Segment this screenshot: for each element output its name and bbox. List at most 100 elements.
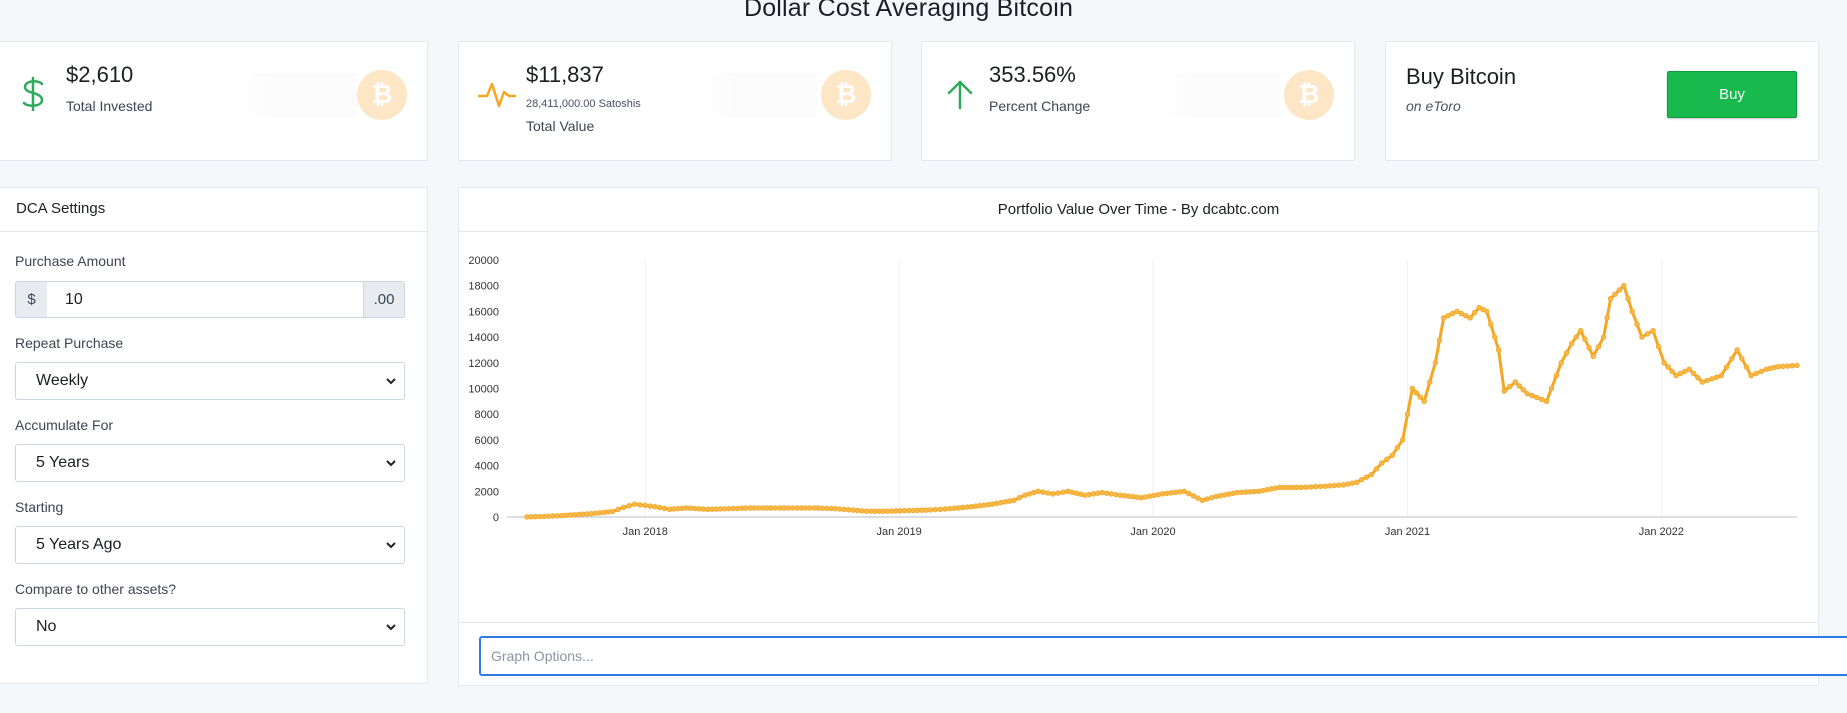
x-tick-label: Jan 2019 [876,526,921,538]
currency-addon: $ [15,281,48,318]
data-point [1155,491,1162,498]
data-point [1616,287,1623,293]
data-point [1368,471,1375,478]
arrow-up-icon [947,80,973,110]
data-point [1002,499,1008,505]
data-point [1748,372,1754,379]
data-point [1331,482,1338,489]
data-point [1345,481,1351,487]
data-point [1650,327,1656,334]
data-point [1138,495,1144,501]
y-tick-label: 2000 [475,486,499,498]
data-point [1186,490,1192,497]
data-point [1548,385,1555,392]
data-point [1669,368,1675,375]
data-point [1432,360,1439,366]
x-tick-label: Jan 2021 [1385,526,1430,538]
page-title: Dollar Cost Averaging Bitcoin [743,0,1074,22]
data-point [1665,364,1671,370]
y-tick-label: 8000 [475,409,499,421]
compare-assets-label: Compare to other assets? [15,581,177,597]
data-point [1607,295,1614,302]
accumulate-for-select[interactable]: 5 Years [15,444,405,482]
data-point [1686,366,1692,372]
decorative-fade [697,73,817,117]
data-point [1507,383,1513,390]
data-point [1558,360,1564,366]
total-invested-value: $2,610 [66,62,134,87]
data-point [1563,350,1570,356]
data-point [1600,334,1607,340]
data-point [1204,496,1210,502]
data-point [1634,321,1640,327]
data-point [1031,489,1037,496]
repeat-purchase-select[interactable]: Weekly [15,362,405,400]
data-point [1195,495,1201,501]
data-point [1313,483,1319,490]
data-point [836,506,843,512]
data-point [1336,482,1342,488]
data-point [1612,291,1618,297]
data-point [1354,479,1360,486]
data-point [1298,484,1304,491]
graph-options-placeholder: Graph Options... [491,648,594,664]
compare-assets-select[interactable]: No [15,608,405,646]
data-point [1753,370,1759,377]
purchase-amount-input[interactable]: 10 [47,281,363,318]
data-point [1181,488,1187,494]
data-point [1512,379,1519,385]
data-point [1082,492,1088,498]
data-point [1573,334,1579,340]
data-point [1394,444,1401,451]
chevron-down-icon [386,460,396,467]
data-point [1467,315,1473,321]
starting-select[interactable]: 5 Years Ago [15,526,405,564]
data-point [1590,353,1596,360]
data-point [1621,282,1627,289]
data-point [1463,312,1469,319]
data-point [1488,321,1494,327]
stat-card-total-value: $11,837 28,411,000.00 Satoshis Total Val… [458,41,892,161]
y-tick-label: 4000 [475,461,499,473]
svg-text:₿: ₿ [835,80,856,109]
data-point [1690,370,1697,377]
dca-settings-title: DCA Settings [0,188,427,232]
data-point [1789,362,1796,369]
data-point [1491,334,1498,340]
activity-icon [477,82,517,108]
data-point [1713,374,1720,380]
chart-footer-divider [459,622,1818,623]
data-point [1379,460,1385,466]
portfolio-chart: Jan 2018 Jan 2019 Jan 2020 Jan 2021 Jan 2022… [468,255,1800,538]
y-tick-label: 18000 [468,281,499,293]
data-point [1629,308,1635,315]
data-point [1723,364,1730,370]
data-point [1534,394,1540,401]
data-point [998,499,1004,506]
data-point [1363,474,1370,480]
buy-button[interactable]: Buy [1667,71,1797,118]
percent-change-value: 353.56% [989,62,1076,87]
data-point [1682,368,1688,375]
y-tick-label: 0 [493,512,499,524]
data-point [1709,376,1715,382]
data-point [1322,483,1329,489]
data-point [1780,363,1786,370]
chevron-down-icon [386,378,396,385]
data-point [1539,396,1545,403]
data-point [1784,363,1791,369]
data-point [1471,309,1478,316]
data-point [1449,310,1456,317]
graph-options-select[interactable]: Graph Options... [479,636,1847,676]
data-point [1586,345,1592,351]
data-point [1739,355,1745,362]
data-point [1495,347,1502,353]
data-point [1718,372,1724,379]
data-point [1639,334,1645,340]
data-point [1399,437,1406,443]
data-point [1389,452,1395,459]
data-point [1673,372,1679,379]
data-point [1147,493,1153,499]
dollar-icon [22,77,44,111]
data-point [1108,491,1114,497]
